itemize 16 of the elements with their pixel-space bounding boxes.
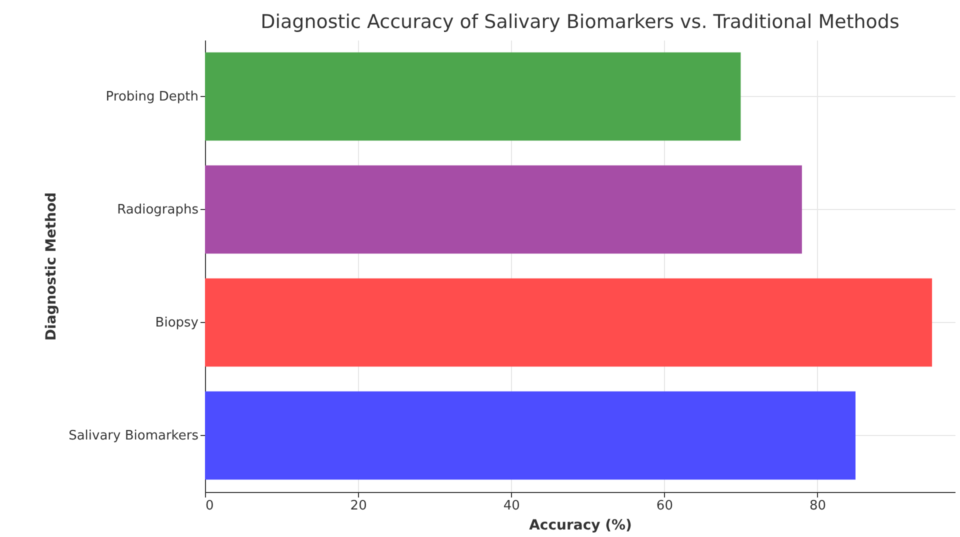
x-tick-label: 0 — [206, 498, 214, 514]
x-axis-title: Accuracy (%) — [529, 518, 632, 534]
y-tick-label: Radiographs — [117, 202, 199, 218]
bar — [205, 278, 932, 367]
chart-title: Diagnostic Accuracy of Salivary Biomarkers vs. Traditional Methods — [260, 11, 900, 33]
x-tick-label: 40 — [503, 498, 520, 514]
bar — [205, 165, 802, 254]
y-tick-label: Biopsy — [155, 316, 199, 330]
y-tick-label: Salivary Biomarkers — [68, 428, 199, 444]
y-axis-title: Diagnostic Method — [44, 192, 60, 341]
bar — [205, 52, 741, 141]
y-tick-label: Probing Depth — [106, 90, 198, 104]
x-tick-label: 60 — [656, 498, 673, 514]
x-tick-label: 20 — [350, 498, 367, 514]
bar — [205, 391, 856, 480]
x-tick-label: 80 — [809, 498, 826, 514]
